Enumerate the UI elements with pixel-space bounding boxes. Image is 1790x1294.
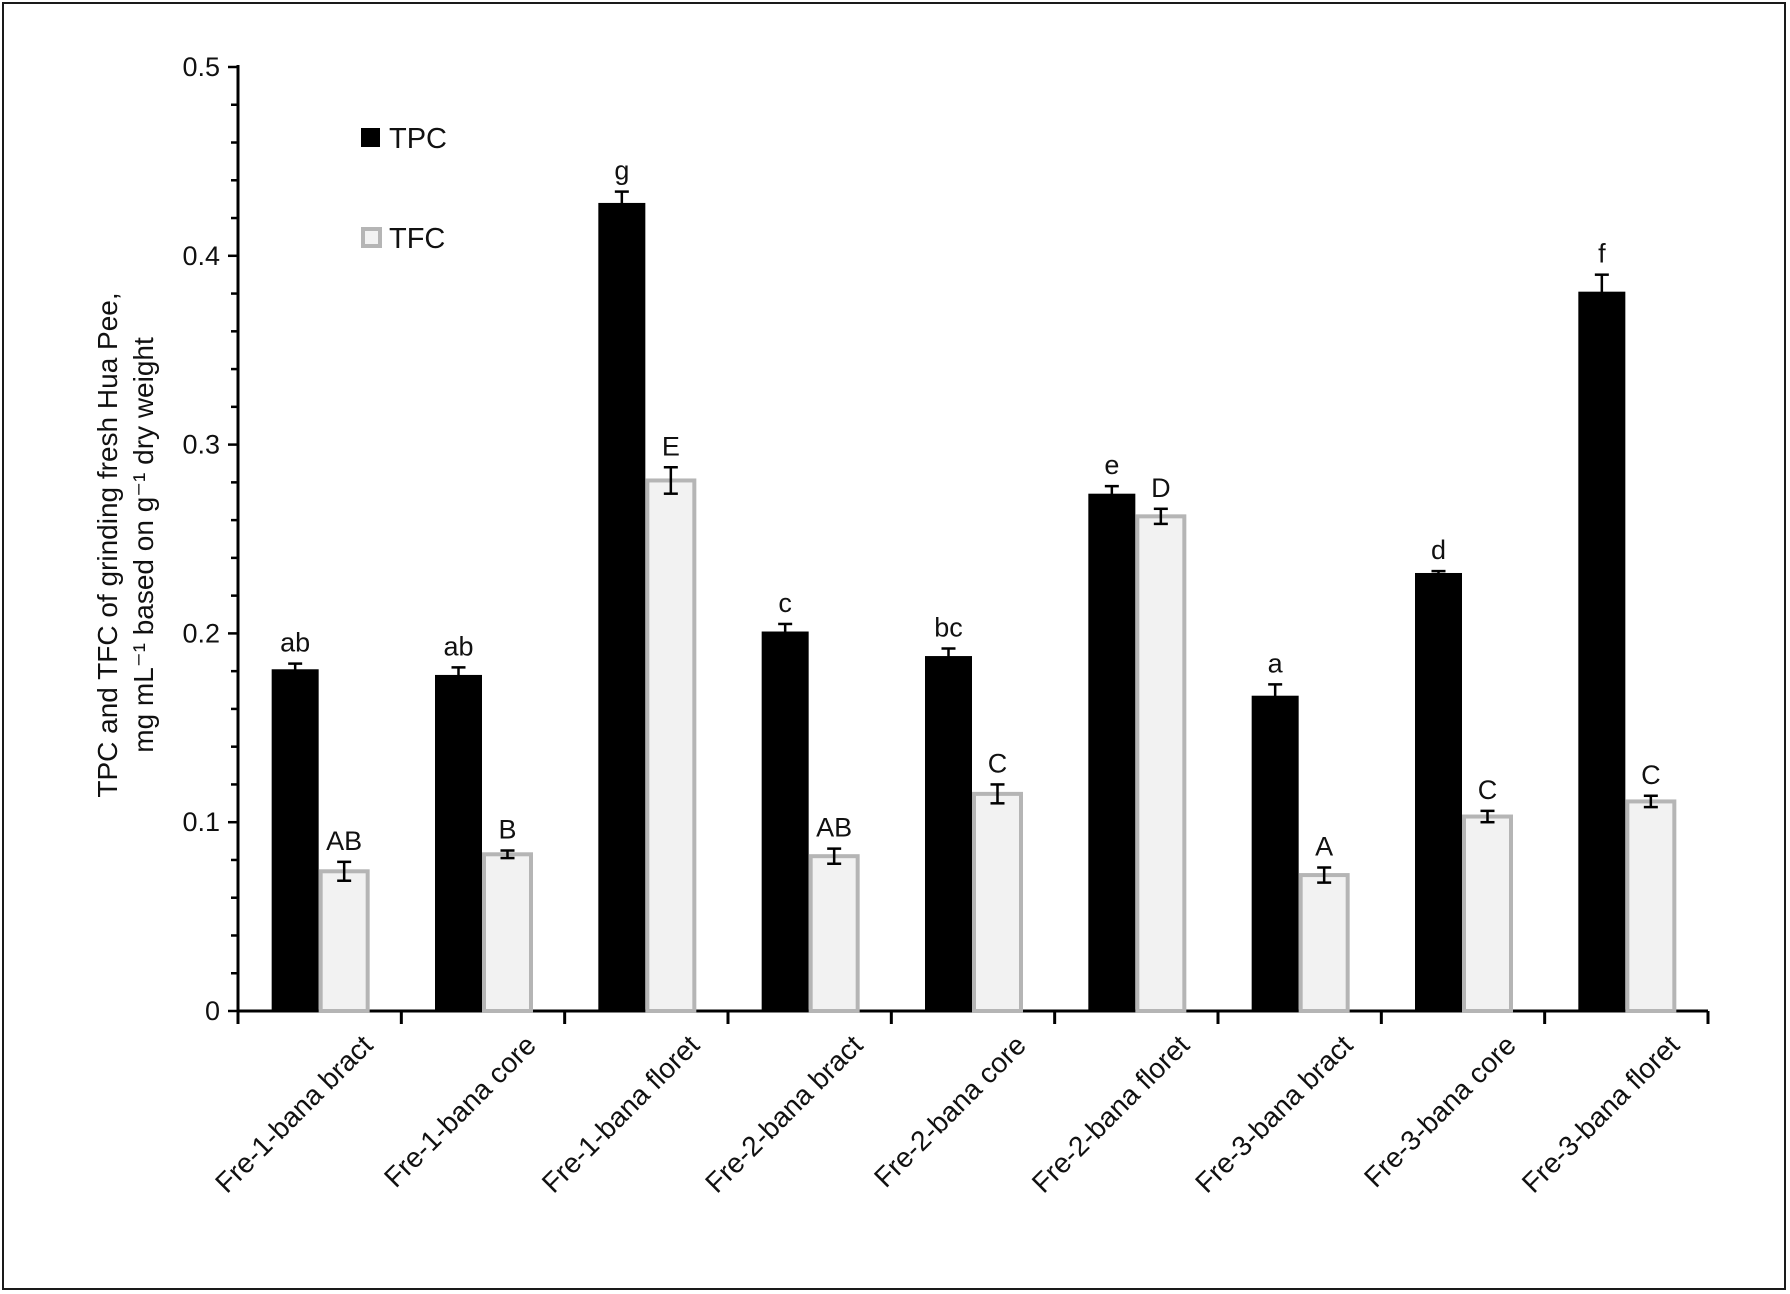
x-category-label: Fre-2-bana bract <box>699 1029 869 1199</box>
tpc-significance-label: ab <box>280 628 310 658</box>
tpc-bar <box>925 656 972 1011</box>
tpc-bar <box>1251 695 1299 1011</box>
y-tick-label: 0.3 <box>182 430 220 460</box>
tpc-significance-label: e <box>1104 450 1119 480</box>
tpc-bar <box>1415 572 1462 1011</box>
tfc-bar <box>1462 814 1513 1014</box>
tfc-significance-label: C <box>1641 760 1661 790</box>
tfc-error-bar <box>1317 866 1332 884</box>
tfc-significance-label: AB <box>816 813 852 843</box>
tpc-error-bar <box>614 190 629 216</box>
y-tick-label: 0.5 <box>182 52 220 82</box>
x-category-label: Fre-3-bana core <box>1358 1029 1522 1193</box>
tfc-bar <box>972 791 1023 1013</box>
legend-swatch-tpc <box>361 128 380 147</box>
tpc-error-bar <box>288 662 303 677</box>
y-axis-title-line: mg mL⁻¹ based on g⁻¹ dry weight <box>128 337 159 753</box>
tfc-bar <box>1135 514 1187 1013</box>
tfc-error-bar <box>1153 507 1168 526</box>
tfc-significance-label: C <box>1478 775 1498 805</box>
x-category-label: Fre-2-bana floret <box>1026 1029 1196 1199</box>
legend-label-tpc: TPC <box>389 123 447 155</box>
x-category-label: Fre-3-bana bract <box>1189 1029 1359 1199</box>
tpc-error-bar <box>1431 569 1446 577</box>
y-tick-label: 0 <box>205 996 220 1026</box>
y-axis-title-line: TPC and TFC of grinding fresh Hua Pee, <box>92 292 123 797</box>
y-tick-label: 0.1 <box>182 807 220 837</box>
tfc-error-bar <box>990 783 1005 805</box>
y-tick-label: 0.2 <box>182 618 220 648</box>
tfc-error-bar <box>827 847 842 865</box>
legend-swatch-tfc <box>361 227 382 248</box>
legend-label-tfc: TFC <box>389 223 445 255</box>
tpc-significance-label: a <box>1268 648 1284 678</box>
x-category-label: Fre-1-bana floret <box>536 1029 706 1199</box>
tfc-significance-label: A <box>1315 832 1333 862</box>
tpc-bar <box>435 674 482 1011</box>
tpc-significance-label: ab <box>443 631 473 661</box>
tfc-error-bar <box>1643 794 1658 809</box>
tpc-error-bar <box>1594 273 1609 310</box>
tpc-bar <box>598 202 646 1011</box>
y-axis-title: TPC and TFC of grinding fresh Hua Pee, mg… <box>92 292 159 797</box>
x-category-label: Fre-1-bana bract <box>209 1029 379 1199</box>
tpc-error-bar <box>941 647 956 665</box>
tfc-significance-label: E <box>662 431 680 461</box>
tfc-bar <box>1625 799 1677 1013</box>
tpc-significance-label: d <box>1431 535 1446 565</box>
tfc-error-bar <box>1480 809 1495 824</box>
tpc-bar <box>761 631 809 1011</box>
tpc-error-bar <box>1104 484 1119 503</box>
tpc-bar <box>271 669 319 1011</box>
tpc-error-bar <box>778 622 793 641</box>
x-category-label: Fre-2-bana core <box>868 1029 1032 1193</box>
tfc-significance-label: B <box>498 815 516 845</box>
tpc-bar <box>1578 291 1626 1011</box>
x-category-label: Fre-1-bana core <box>378 1029 542 1193</box>
tfc-bar <box>482 852 533 1014</box>
x-category-label: Fre-3-bana floret <box>1516 1029 1686 1199</box>
tfc-bar <box>318 869 370 1014</box>
tpc-error-bar <box>1268 683 1283 709</box>
tfc-bar <box>1298 873 1350 1014</box>
tfc-bar <box>808 854 860 1014</box>
tfc-bar <box>645 478 697 1013</box>
tfc-significance-label: AB <box>326 826 362 856</box>
tfc-significance-label: D <box>1151 473 1171 503</box>
tpc-significance-label: f <box>1598 239 1606 269</box>
tpc-significance-label: g <box>614 156 629 186</box>
tpc-significance-label: c <box>778 588 792 618</box>
tfc-significance-label: C <box>988 748 1008 778</box>
tpc-bar <box>1088 493 1136 1011</box>
tpc-error-bar <box>451 666 466 684</box>
y-tick-label: 0.4 <box>182 241 220 271</box>
tpc-significance-label: bc <box>934 613 963 643</box>
tfc-error-bar <box>337 860 352 882</box>
tfc-error-bar <box>663 466 678 495</box>
tfc-error-bar <box>500 849 515 860</box>
